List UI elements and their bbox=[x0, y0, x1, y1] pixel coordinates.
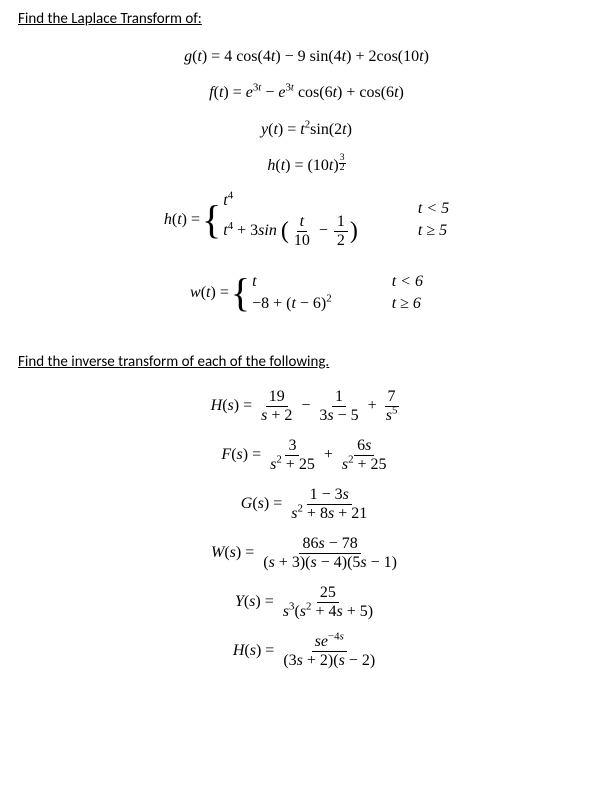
eq-w-piecewise: w(t) = { t −8 + (t − 6)2 t < 6 t ≥ 6 bbox=[18, 273, 595, 313]
eq-inv-G: G(s) = 1 − 3ss2 + 8s + 21 bbox=[18, 487, 595, 522]
eq-inv-F: F(s) = 3s2 + 25 + 6ss2 + 25 bbox=[18, 438, 595, 473]
eq-inv-Y: Y(s) = 25s3(s2 + 4s + 5) bbox=[18, 585, 595, 620]
eq-h2-piecewise: h(t) = { t4 t4 + 3sin (t10 − 12) t < 5 t… bbox=[18, 192, 595, 249]
eq-inv-H1: H(s) = 19s + 2 − 13s − 5 + 7s5 bbox=[18, 389, 595, 424]
eq-y: y(t) = t2sin(2t) bbox=[18, 119, 595, 141]
section-title-inverse: Find the inverse transform of each of th… bbox=[18, 353, 595, 371]
left-brace-icon: { bbox=[202, 203, 221, 237]
eq-f: f(t) = e3t − e3t cos(6t) + cos(6t) bbox=[18, 82, 595, 104]
eq-inv-H2: H(s) = se−4s(3s + 2)(s − 2) bbox=[18, 634, 595, 669]
eq-g: g(t) = 4 cos(4t) − 9 sin(4t) + 2cos(10t) bbox=[18, 46, 595, 68]
eq-inv-W: W(s) = 86s − 78(s + 3)(s − 4)(5s − 1) bbox=[18, 536, 595, 571]
eq-h1: h(t) = (10t)32 bbox=[18, 155, 595, 177]
left-brace-icon: { bbox=[231, 276, 250, 310]
section-title-forward: Find the Laplace Transform of: bbox=[18, 10, 595, 28]
